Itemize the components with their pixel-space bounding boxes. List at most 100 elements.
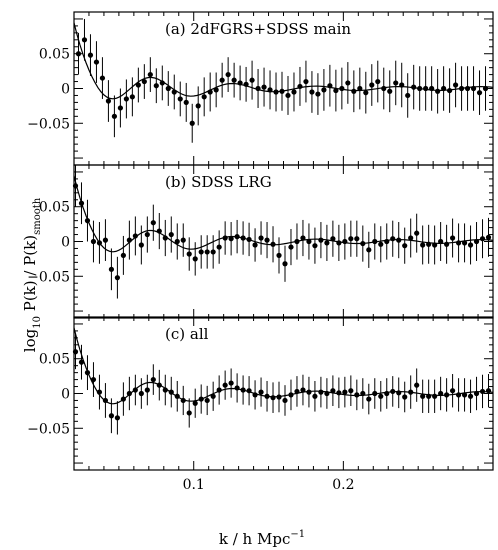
data-point [360, 240, 366, 247]
data-point [132, 387, 138, 393]
data-point [324, 390, 330, 397]
data-point [138, 242, 144, 248]
data-point [390, 236, 396, 242]
data-point [378, 241, 384, 247]
y-tick-label: 0.05 [39, 47, 70, 63]
data-point [180, 237, 186, 243]
data-point [159, 80, 165, 86]
data-point [411, 84, 417, 90]
data-point [327, 83, 333, 89]
data-point [291, 89, 297, 95]
data-point [348, 388, 354, 394]
data-point [297, 83, 303, 90]
data-point [369, 82, 375, 88]
data-point [186, 251, 192, 257]
data-point [180, 397, 186, 404]
data-point [485, 234, 492, 240]
data-point [78, 359, 85, 365]
data-point [336, 390, 342, 396]
y-tick-label: −0.05 [27, 116, 70, 132]
data-point [449, 235, 456, 241]
data-point [120, 252, 126, 259]
data-point [249, 77, 255, 83]
data-point [447, 87, 453, 94]
data-point [306, 238, 312, 245]
data-point [435, 88, 441, 94]
data-point [396, 237, 402, 243]
data-point [81, 37, 88, 43]
data-point [467, 393, 474, 399]
y-tick-label: −0.05 [27, 421, 70, 437]
data-point [84, 218, 91, 224]
data-point [312, 243, 318, 249]
y-tick-label: 0 [61, 387, 70, 403]
data-point [198, 396, 204, 402]
data-point [306, 389, 312, 395]
data-point [219, 77, 225, 83]
data-point [273, 89, 279, 95]
panel-b: 0.05 0 −0.05 (b) SDSS LRG [27, 164, 494, 319]
data-point [90, 238, 97, 245]
data-point [458, 85, 465, 92]
data-point [303, 78, 309, 85]
data-point [189, 120, 195, 126]
data-point [461, 392, 468, 398]
x-axis-label-text: k / h Mpc [219, 530, 290, 548]
data-point [96, 240, 103, 246]
data-point [476, 90, 483, 96]
data-point [240, 235, 246, 241]
data-point [342, 389, 348, 395]
data-point [174, 238, 180, 245]
data-point [72, 349, 79, 355]
data-point [354, 392, 360, 398]
data-point [171, 89, 177, 95]
data-point [162, 235, 168, 241]
data-point [126, 390, 132, 397]
data-point [204, 249, 210, 255]
data-point [252, 392, 258, 398]
data-point [246, 236, 252, 243]
data-point [282, 397, 288, 404]
data-point [99, 75, 106, 81]
data-point [285, 92, 291, 99]
data-point [267, 87, 273, 93]
data-point [279, 88, 285, 94]
y-axis-label-sub2: smooth [32, 197, 43, 235]
data-point [294, 388, 300, 395]
data-point [393, 80, 399, 86]
y-axis-label-sub1: 10 [32, 316, 43, 329]
data-point [195, 103, 201, 109]
data-point [276, 252, 282, 259]
data-point [168, 389, 174, 395]
data-point [150, 220, 156, 226]
panel-c: 0.05 0 −0.05 (c) all [27, 316, 494, 471]
data-point [485, 388, 492, 394]
data-point [276, 394, 282, 400]
panels: 0.05 0 −0.05 (a) 2dFGRS+SDSS main 0.05 0 −0.05… [27, 11, 494, 493]
data-point [141, 78, 147, 85]
data-point [345, 80, 351, 86]
data-point [318, 389, 324, 395]
data-point [381, 85, 387, 92]
panel-a-title: (a) 2dFGRS+SDSS main [165, 20, 351, 38]
data-point [210, 249, 216, 255]
data-point [90, 376, 97, 383]
data-point [312, 393, 318, 399]
data-point [237, 80, 243, 86]
data-point [417, 85, 423, 92]
data-point [357, 85, 363, 92]
y-tick-label: −0.05 [27, 269, 70, 285]
data-point [108, 266, 115, 272]
data-point [399, 82, 405, 88]
data-point [144, 231, 150, 238]
data-point [330, 236, 336, 242]
model-curve [73, 327, 494, 405]
data-point [455, 240, 462, 246]
data-point [288, 392, 294, 398]
data-point [360, 390, 366, 397]
data-point [258, 389, 264, 395]
data-point [354, 236, 360, 242]
data-point [228, 236, 234, 242]
data-point [222, 382, 228, 388]
